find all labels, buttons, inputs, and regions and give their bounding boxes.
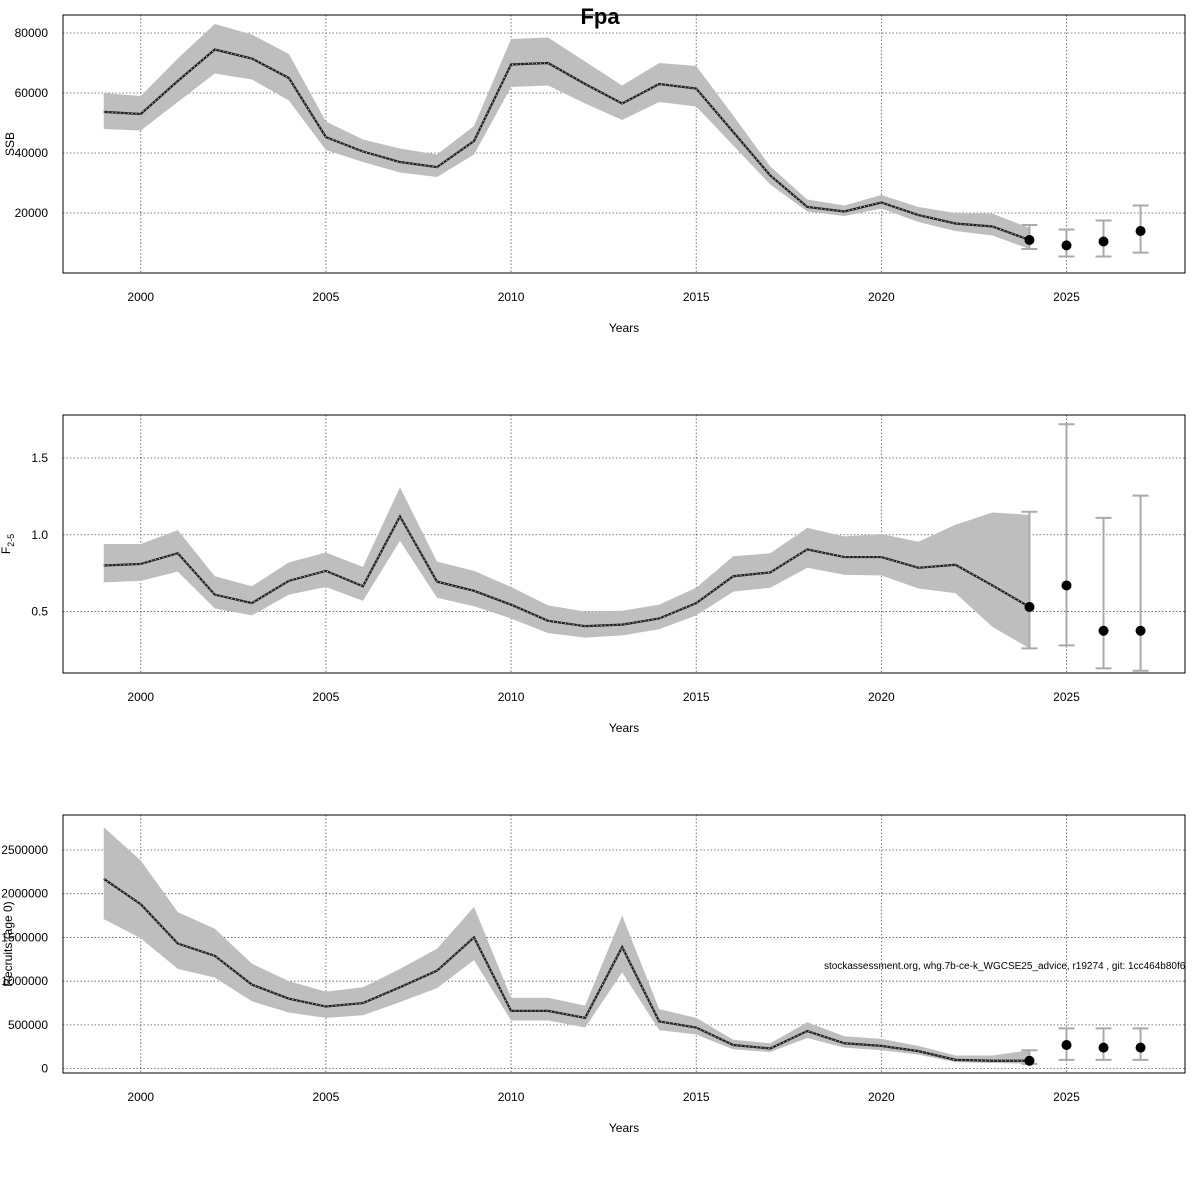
x-tick-label: 2010 (498, 1090, 525, 1104)
x-tick-label: 2025 (1053, 690, 1080, 704)
confidence-band (103, 24, 1030, 249)
x-tick-label: 2025 (1053, 1090, 1080, 1104)
forecast-point (1135, 1042, 1146, 1053)
x-tick-label: 2000 (127, 290, 154, 304)
fishing-mortality-panel: 2000 2005 2010 2015 2020 2025 0.5 1.0 1.5 Years F2… (0, 414, 1186, 735)
plot-frame (62, 414, 1186, 674)
y-tick-label: 1500000 (1, 930, 48, 944)
forecast-point (1098, 625, 1109, 636)
forecast-point (1098, 236, 1109, 247)
x-tick-label: 2015 (683, 290, 710, 304)
y-tick-label: 2500000 (1, 843, 48, 857)
y-axis-title: F2-5 (0, 534, 16, 554)
estimate-line-dots (103, 878, 1030, 1062)
forecast-point (1061, 580, 1072, 591)
forecast-point (1135, 226, 1146, 236)
x-tick-label: 2025 (1053, 290, 1080, 304)
x-tick-label: 2015 (683, 690, 710, 704)
x-tick-label: 2010 (498, 290, 525, 304)
y-tick-label: 20000 (15, 206, 49, 220)
x-tick-label: 2000 (127, 690, 154, 704)
main-title: Fpa (580, 4, 620, 29)
forecast-point (1024, 235, 1035, 245)
x-tick-label: 2005 (313, 1090, 340, 1104)
x-axis-title: Years (609, 321, 639, 335)
forecast-point (1024, 1055, 1035, 1066)
x-tick-label: 2015 (683, 1090, 710, 1104)
plot-frame (62, 14, 1186, 274)
x-tick-label: 2010 (498, 690, 525, 704)
footer-note: stockassessment.org, whg.7b-ce-k_WGCSE25… (824, 961, 1186, 972)
x-tick-label: 2020 (868, 290, 895, 304)
x-tick-label: 2000 (127, 1090, 154, 1104)
ssb-panel: 2000 2005 2010 2015 2020 2025 20000 40000 60000 8… (3, 14, 1186, 335)
forecast-point (1024, 601, 1035, 612)
y-tick-label: 0.5 (31, 605, 48, 619)
y-tick-label: 500000 (8, 1018, 48, 1032)
x-axis-title: Years (609, 1121, 639, 1135)
forecast-point (1098, 1042, 1109, 1053)
x-tick-label: 2020 (868, 690, 895, 704)
estimate-line-dots (103, 48, 1030, 241)
y-tick-label: 1000000 (1, 974, 48, 988)
y-axis-title-subscript: 2-5 (6, 534, 16, 547)
recruits-panel: 2000 2005 2010 2015 2020 2025 0 500000 1000000 15… (1, 814, 1186, 1135)
y-tick-label: 2000000 (1, 887, 48, 901)
y-tick-label: 1.5 (31, 451, 48, 465)
x-tick-label: 2020 (868, 1090, 895, 1104)
confidence-band (103, 827, 1030, 1064)
forecast-point (1061, 1040, 1072, 1051)
x-axis-title: Years (609, 721, 639, 735)
estimate-line-dots (103, 515, 1030, 627)
y-tick-label: 1.0 (31, 528, 48, 542)
x-tick-label: 2005 (313, 690, 340, 704)
forecast-point (1135, 625, 1146, 636)
x-tick-label: 2005 (313, 290, 340, 304)
y-axis-title: Recruits (age 0) (1, 901, 15, 986)
y-tick-label: 40000 (15, 146, 49, 160)
forecast-point (1061, 240, 1072, 251)
plot-frame (62, 814, 1186, 1074)
y-tick-label: 0 (41, 1062, 48, 1076)
confidence-band (103, 487, 1030, 649)
y-tick-label: 80000 (15, 26, 49, 40)
y-axis-title: SSB (3, 132, 17, 156)
y-tick-label: 60000 (15, 86, 49, 100)
